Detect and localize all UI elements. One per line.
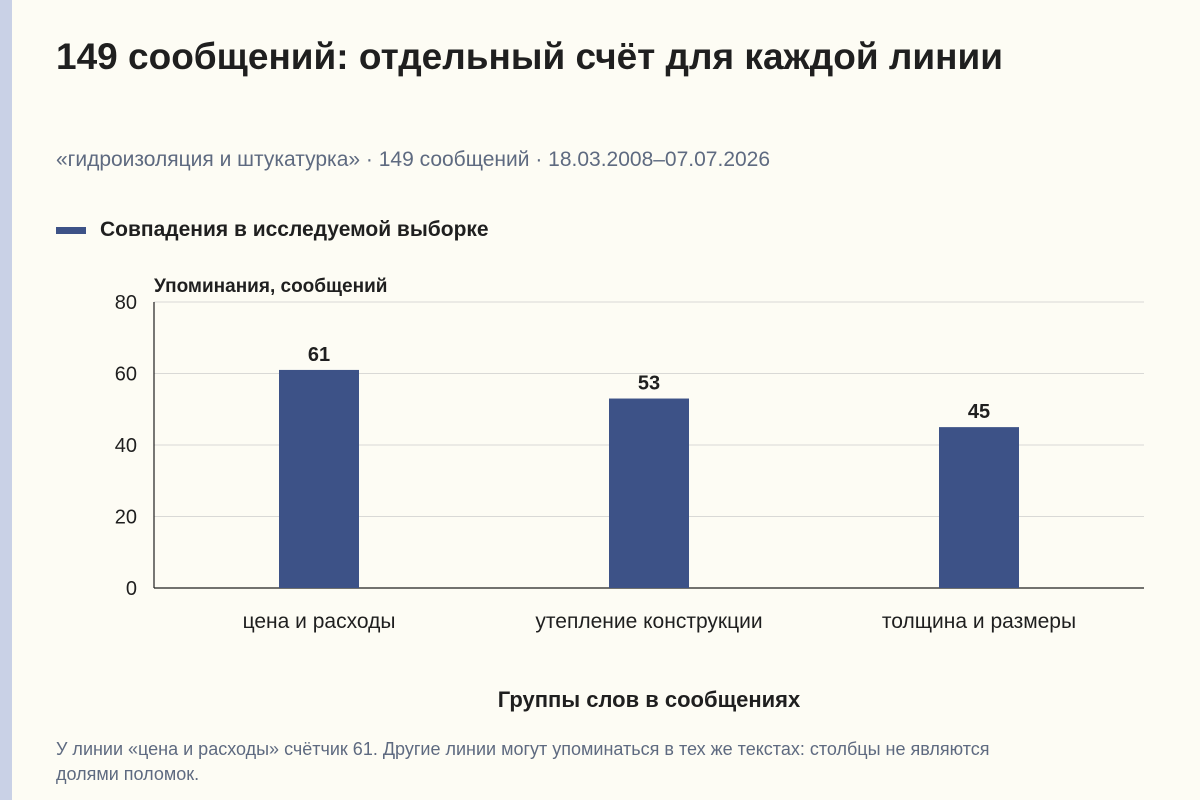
chart-footnote: У линии «цена и расходы» счётчик 61. Дру… <box>56 739 990 784</box>
x-axis-title: Группы слов в сообщениях <box>498 687 801 712</box>
bar <box>939 427 1019 588</box>
legend-label: Совпадения в исследуемой выборке <box>100 218 489 241</box>
legend-swatch <box>56 226 86 234</box>
bar-value-label: 61 <box>308 344 330 366</box>
y-axis-title: Упоминания, сообщений <box>154 276 387 297</box>
legend: Совпадения в исследуемой выборке <box>56 218 489 242</box>
bar <box>279 369 359 588</box>
x-tick-label: толщина и размеры <box>882 610 1076 633</box>
y-tick-label: 40 <box>115 435 137 457</box>
chart-title: 149 сообщений: отдельный счёт для каждой… <box>56 36 1003 77</box>
y-tick-label: 80 <box>115 292 137 314</box>
y-tick-label: 60 <box>115 364 137 386</box>
y-tick-label: 0 <box>126 578 137 600</box>
x-tick-label: утепление конструкции <box>535 610 762 633</box>
bar <box>609 398 689 588</box>
y-tick-label: 20 <box>115 507 137 529</box>
chart-subtitle: «гидроизоляция и штукатурка» · 149 сообщ… <box>56 148 771 171</box>
bar-value-label: 45 <box>968 401 990 423</box>
left-accent-bar <box>0 0 12 800</box>
bar-value-label: 53 <box>638 373 660 395</box>
x-tick-label: цена и расходы <box>243 610 396 633</box>
